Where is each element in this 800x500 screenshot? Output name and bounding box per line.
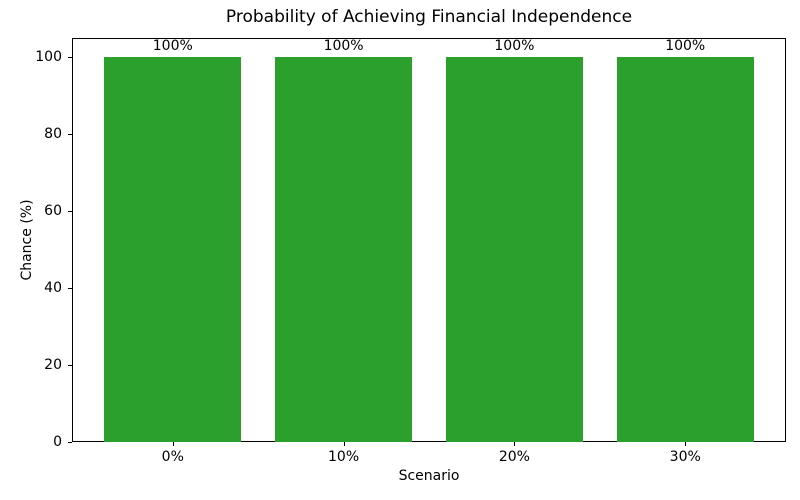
- y-tick-mark: [68, 134, 72, 136]
- bar: [275, 57, 412, 442]
- bar: [446, 57, 583, 442]
- x-tick-label: 20%: [498, 449, 530, 465]
- y-tick-label: 40: [44, 280, 62, 297]
- y-tick-label: 0: [53, 434, 62, 450]
- y-tick-mark: [68, 442, 72, 443]
- y-tick-label: 80: [44, 126, 62, 143]
- x-axis-label: Scenario: [398, 468, 460, 484]
- x-tick-mark: [343, 442, 345, 446]
- bar: [616, 57, 754, 442]
- y-tick-label: 100: [35, 49, 62, 66]
- bar-value-label: 100%: [152, 38, 193, 55]
- bar-value-label: 100%: [323, 38, 364, 55]
- y-tick-mark: [68, 288, 72, 290]
- x-tick-label: 0%: [161, 449, 184, 465]
- x-tick-label: 10%: [328, 449, 360, 465]
- x-tick-label: 30%: [669, 449, 701, 465]
- y-tick-mark: [68, 211, 72, 213]
- chart-title: Probability of Achieving Financial Indep…: [225, 7, 633, 27]
- y-tick-label: 60: [44, 203, 62, 220]
- x-tick-mark: [514, 442, 516, 446]
- bar-value-label: 100%: [665, 38, 706, 55]
- x-tick-mark: [685, 442, 687, 446]
- bar-value-label: 100%: [494, 38, 535, 55]
- y-tick-mark: [68, 365, 72, 367]
- y-tick-label: 20: [44, 357, 62, 374]
- bar: [104, 57, 242, 442]
- y-tick-mark: [68, 57, 72, 59]
- x-tick-mark: [172, 442, 174, 446]
